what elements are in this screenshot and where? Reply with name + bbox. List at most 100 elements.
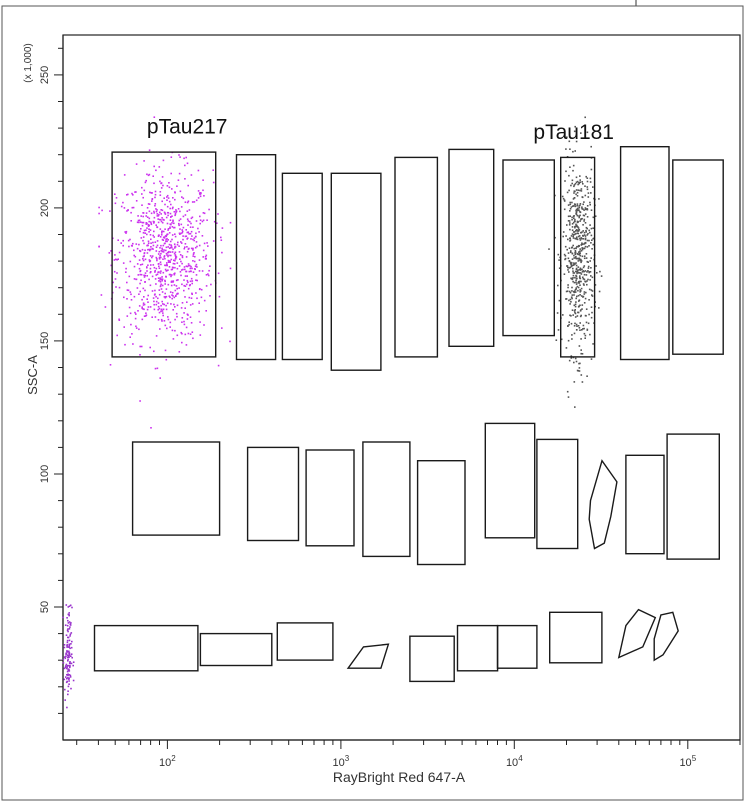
event-dot — [569, 201, 571, 204]
event-dot — [569, 237, 571, 239]
event-dot — [172, 197, 174, 199]
event-dot — [150, 221, 152, 223]
event-dot — [170, 254, 172, 257]
event-dot — [589, 201, 591, 204]
event-dot — [577, 232, 580, 235]
gate-rectangle[interactable] — [330, 172, 382, 371]
event-dot — [114, 278, 117, 280]
gate-rectangle[interactable] — [549, 611, 603, 664]
event-dot — [578, 272, 580, 274]
gate-polygon[interactable] — [653, 611, 679, 662]
event-dot — [161, 276, 163, 278]
event-dot — [152, 264, 155, 266]
event-dot — [123, 296, 125, 299]
gate-rectangle[interactable] — [394, 156, 439, 358]
event-dot — [163, 211, 166, 214]
gate-rectangle[interactable] — [111, 151, 217, 358]
event-dot — [566, 390, 569, 393]
event-dot — [568, 359, 571, 362]
event-dot — [150, 264, 152, 266]
event-dot — [161, 176, 164, 178]
gate-polygon[interactable] — [346, 643, 390, 669]
event-dot — [179, 258, 181, 260]
event-dot — [195, 279, 197, 281]
event-dot — [574, 190, 576, 193]
event-dot — [187, 287, 190, 290]
gate-rectangle[interactable] — [484, 422, 536, 539]
event-dot — [167, 283, 170, 286]
event-dot — [191, 303, 194, 305]
gate-rectangle[interactable] — [281, 172, 323, 361]
event-dot — [212, 169, 214, 171]
event-dot — [590, 192, 592, 194]
event-dot — [187, 224, 189, 226]
event-dot — [153, 165, 155, 168]
event-dot — [570, 322, 573, 325]
gate-polygon[interactable] — [588, 459, 618, 550]
event-dot — [170, 258, 173, 261]
event-dot — [132, 194, 134, 196]
gate-rectangle[interactable] — [625, 454, 665, 555]
event-dot — [581, 308, 583, 310]
event-dot — [189, 284, 191, 286]
gate-rectangle[interactable] — [199, 632, 273, 667]
gate-rectangle[interactable] — [456, 624, 499, 672]
gate-rectangle[interactable] — [276, 622, 334, 661]
gate-rectangle[interactable] — [409, 635, 455, 683]
event-dot — [574, 125, 576, 128]
gate-rectangle[interactable] — [496, 624, 538, 669]
event-dot — [575, 267, 578, 270]
event-dot — [196, 245, 198, 248]
event-dot — [580, 349, 582, 351]
gate-rectangle[interactable] — [93, 624, 199, 672]
gate-rectangle[interactable] — [560, 156, 596, 358]
event-dot — [575, 247, 577, 250]
gate-rectangle[interactable] — [672, 159, 724, 355]
event-dot — [579, 189, 581, 192]
event-dot — [161, 278, 163, 281]
event-dot — [160, 209, 162, 211]
event-dot — [164, 213, 167, 215]
event-dot — [154, 278, 157, 280]
gate-rectangle[interactable] — [619, 145, 670, 361]
gate-rectangle[interactable] — [502, 159, 555, 337]
gate-rectangle[interactable] — [246, 446, 300, 542]
event-dot — [190, 265, 192, 268]
gate-rectangle[interactable] — [416, 460, 466, 566]
event-dot — [175, 256, 178, 258]
event-dot — [579, 214, 581, 217]
event-dot — [591, 295, 594, 297]
event-dot — [567, 220, 570, 222]
gate-polygon[interactable] — [617, 608, 657, 659]
event-dot — [160, 318, 163, 321]
event-dot — [167, 239, 169, 241]
event-dot — [151, 275, 154, 278]
event-dot — [567, 257, 570, 260]
event-dot — [567, 286, 569, 289]
event-dot — [576, 204, 578, 207]
event-dot — [577, 226, 579, 228]
event-dot — [187, 332, 190, 335]
event-dot — [229, 340, 231, 343]
event-dot — [572, 198, 575, 200]
event-dot — [585, 229, 587, 232]
event-dot — [166, 199, 168, 201]
event-dot — [584, 207, 587, 209]
gate-rectangle[interactable] — [362, 441, 411, 558]
gate-rectangle[interactable] — [536, 438, 579, 550]
event-dot — [154, 196, 156, 199]
event-dot — [584, 222, 587, 224]
event-dot — [578, 258, 581, 260]
gate-rectangle[interactable] — [666, 433, 720, 560]
gate-rectangle[interactable] — [131, 441, 221, 536]
event-dot — [181, 317, 184, 319]
gate-rectangle[interactable] — [235, 153, 277, 361]
gate-rectangle[interactable] — [305, 449, 355, 547]
event-dot — [167, 229, 169, 231]
event-dot — [127, 289, 130, 292]
event-dot — [167, 259, 170, 262]
event-dot — [570, 262, 572, 265]
event-dot — [203, 242, 206, 245]
event-dot — [145, 179, 147, 182]
gate-rectangle[interactable] — [448, 148, 495, 347]
